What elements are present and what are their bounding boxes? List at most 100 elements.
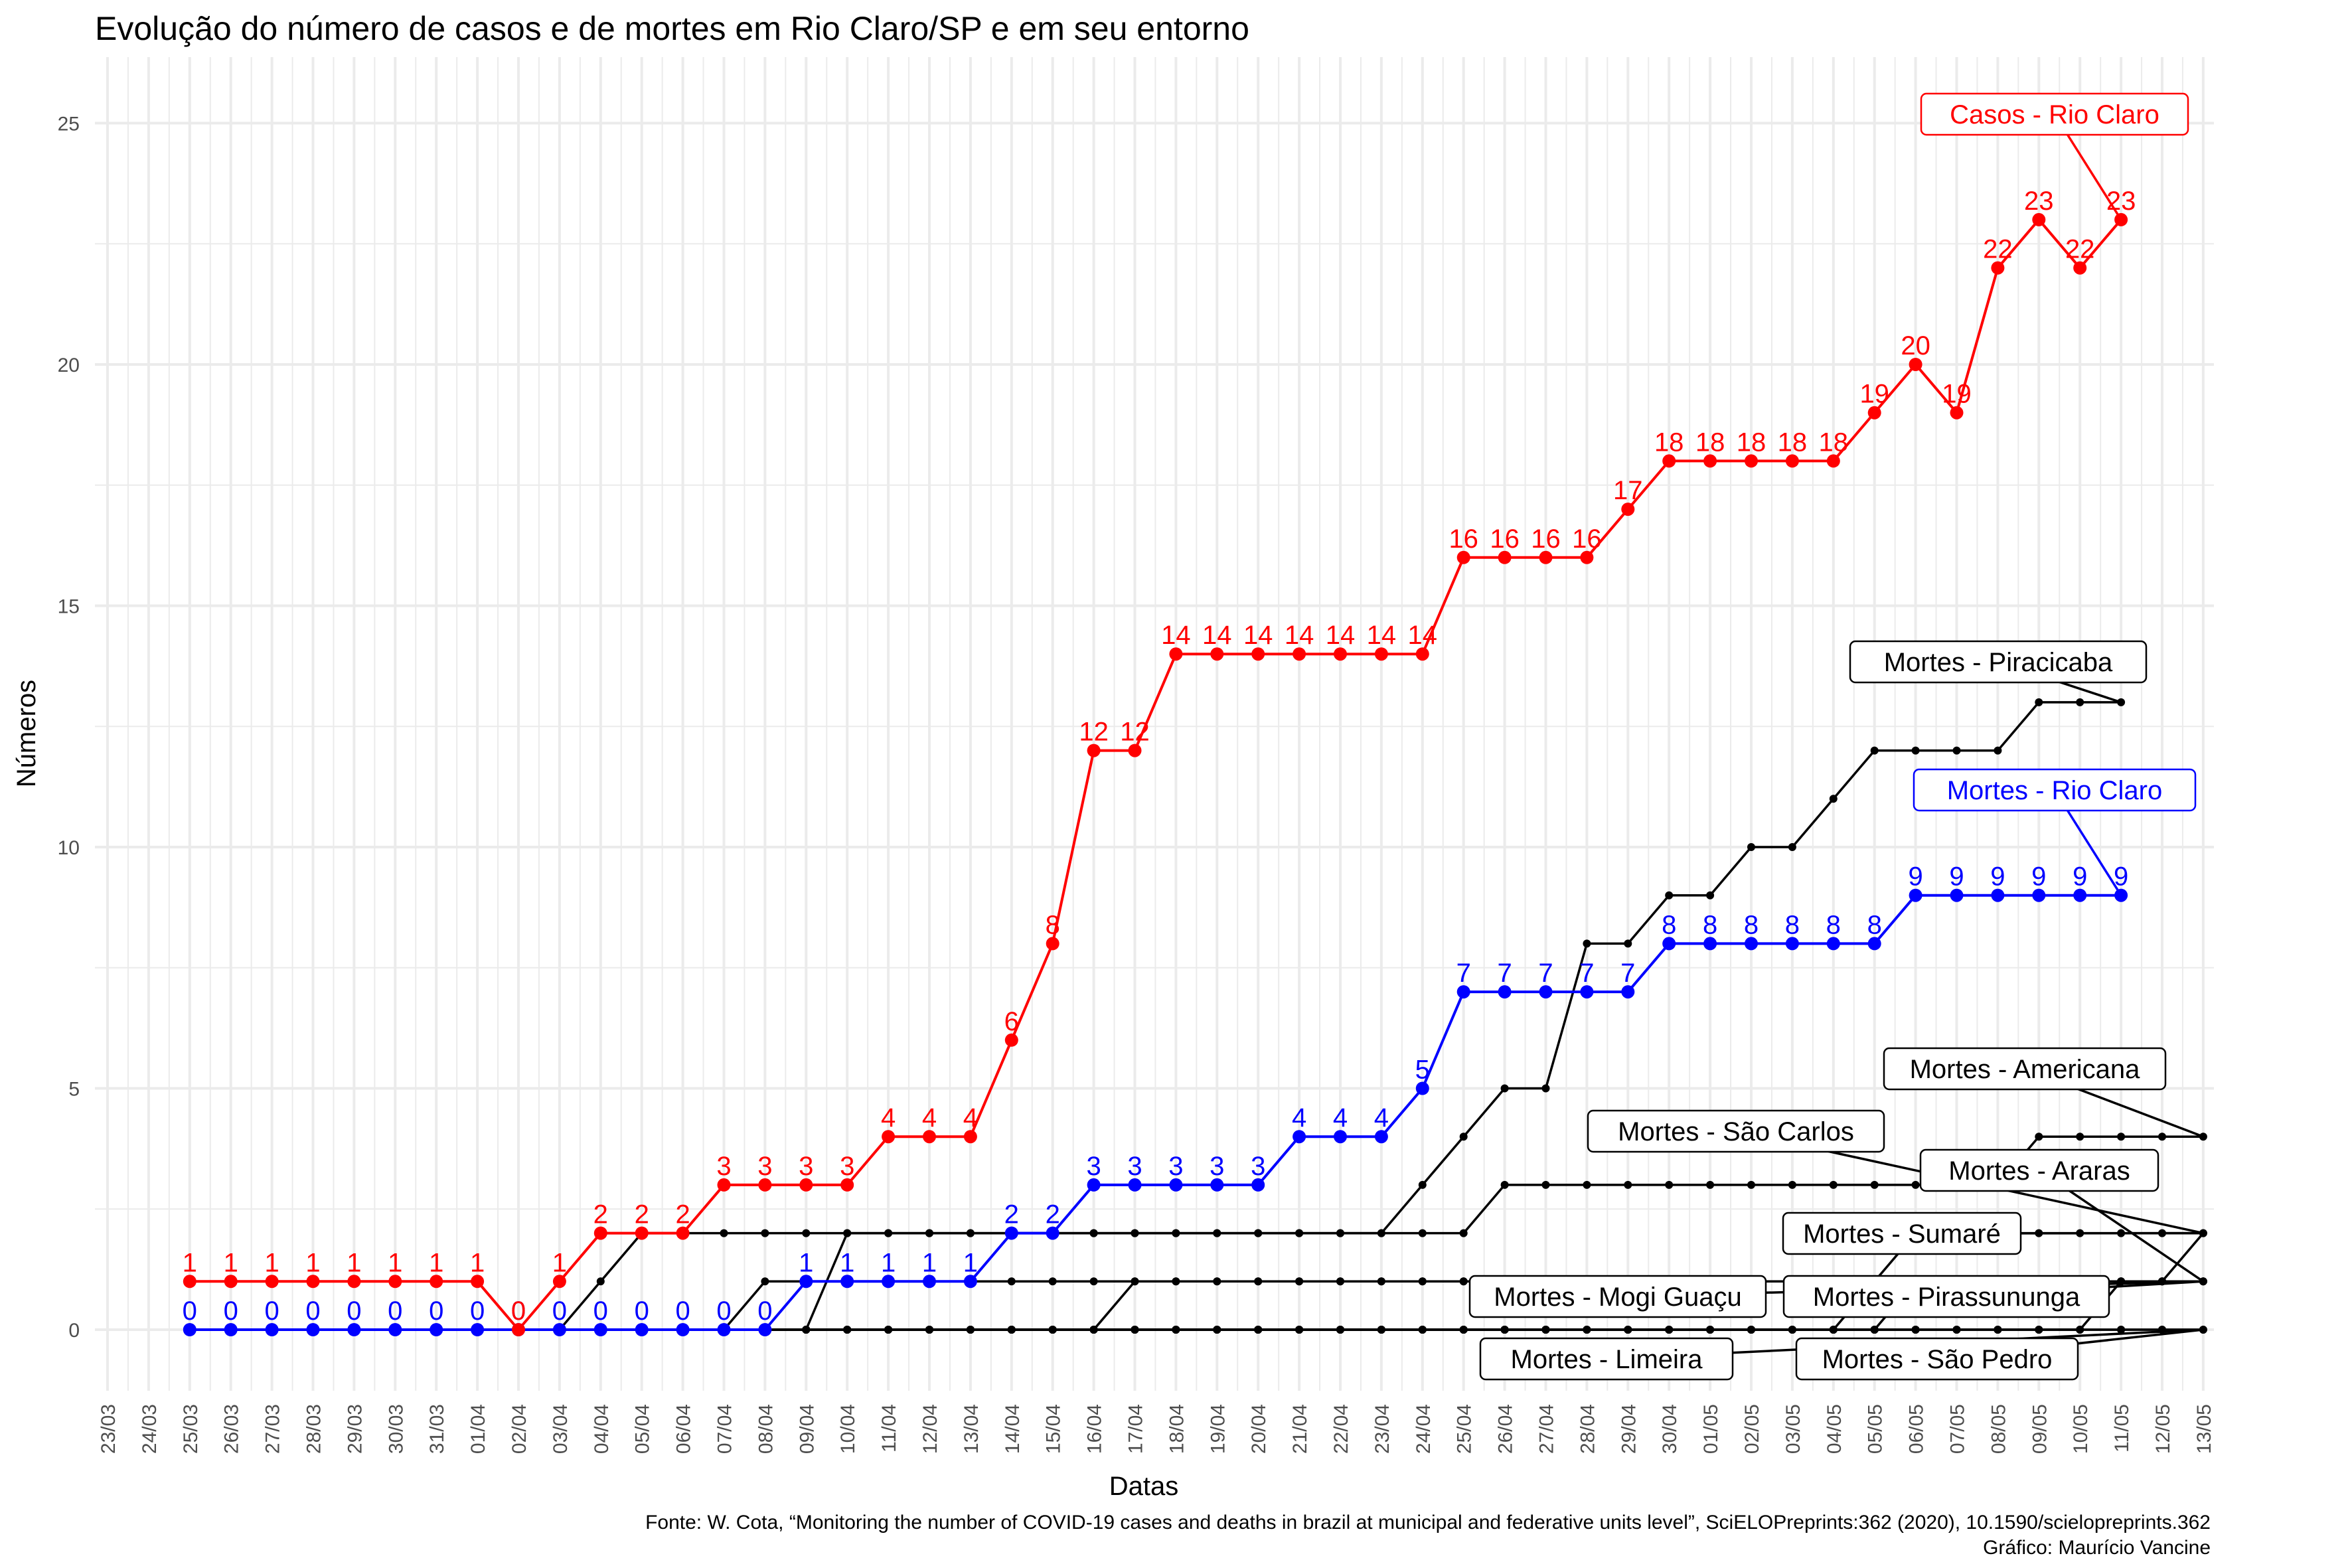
data-point-mortes-piracicaba [966, 1229, 975, 1237]
label-text: Mortes - São Carlos [1618, 1117, 1854, 1146]
data-point-mortes-piracicaba [1541, 1084, 1550, 1093]
data-point-mortes-rio-claro [1662, 937, 1676, 951]
x-tick-label: 10/05 [2070, 1404, 2092, 1454]
data-point-mortes-piracicaba [1295, 1229, 1304, 1237]
x-tick-label: 18/04 [1166, 1404, 1188, 1454]
data-point-casos-rio-claro [347, 1275, 361, 1289]
data-point-mortes-piracicaba [1583, 939, 1591, 948]
data-point-casos-rio-claro [512, 1323, 525, 1336]
data-label-casos-rio-claro: 2 [593, 1200, 608, 1229]
data-point-mortes-americana [1829, 1180, 1838, 1189]
data-label-casos-rio-claro: 3 [840, 1152, 854, 1181]
data-point-mortes-piracicaba [1089, 1229, 1098, 1237]
data-label-mortes-rio-claro: 8 [1785, 910, 1800, 939]
data-point-casos-rio-claro [758, 1178, 772, 1192]
data-label-mortes-rio-claro: 9 [2073, 862, 2087, 892]
x-tick-label: 21/04 [1289, 1404, 1311, 1454]
data-point-casos-rio-claro [306, 1275, 320, 1289]
label-box [1468, 1275, 1767, 1318]
label-box [1782, 1275, 2110, 1318]
x-tick-label: 25/03 [180, 1404, 202, 1454]
data-label-casos-rio-claro: 22 [1983, 235, 2013, 264]
data-point-mortes-rio-claro [1087, 1178, 1101, 1192]
series-label-mortes-araras: Mortes - Araras [1919, 1148, 2204, 1283]
x-tick-label: 26/03 [221, 1404, 243, 1454]
data-label-mortes-rio-claro: 8 [1867, 910, 1882, 939]
data-point-mortes-sao-carlos [1213, 1277, 1221, 1286]
series-label-mortes-mogi-guacu: Mortes - Mogi Guaçu [1468, 1275, 2203, 1318]
data-label-casos-rio-claro: 14 [1161, 621, 1191, 650]
data-label-mortes-rio-claro: 0 [675, 1296, 690, 1326]
data-label-casos-rio-claro: 18 [1778, 428, 1808, 457]
data-point-mortes-piracicaba [1131, 1229, 1139, 1237]
data-point-mortes-piracicaba [1747, 843, 1755, 851]
data-point-mortes-sao-carlos [1131, 1277, 1139, 1286]
x-tick-label: 07/05 [1947, 1404, 1969, 1454]
data-point-casos-rio-claro [1210, 647, 1224, 661]
data-point-mortes-rio-claro [347, 1323, 361, 1336]
data-point-mortes-americana [1541, 1180, 1550, 1189]
label-text: Casos - Rio Claro [1950, 100, 2159, 129]
data-point-mortes-americana [1624, 1180, 1632, 1189]
x-tick-label: 30/03 [385, 1404, 407, 1454]
data-label-mortes-rio-claro: 9 [1990, 862, 2005, 892]
x-tick-label: 08/05 [1988, 1404, 2009, 1454]
data-label-mortes-rio-claro: 7 [1456, 959, 1471, 988]
grid [95, 57, 2214, 1391]
data-point-mortes-piracicaba [1500, 1084, 1509, 1093]
chart-title: Evolução do número de casos e de mortes … [95, 10, 1249, 47]
data-label-mortes-rio-claro: 7 [1579, 959, 1594, 988]
series-label-mortes-sao-pedro: Mortes - São Pedro [1795, 1328, 2204, 1381]
data-point-mortes-piracicaba [1911, 746, 1920, 755]
data-point-mortes-rio-claro [635, 1323, 649, 1336]
data-point-casos-rio-claro [1539, 550, 1553, 564]
data-point-mortes-sumare [1665, 1326, 1674, 1334]
x-tick-label: 22/04 [1330, 1404, 1352, 1454]
data-point-casos-rio-claro [430, 1275, 443, 1289]
label-box [1587, 1109, 1885, 1153]
data-point-casos-rio-claro [1826, 454, 1840, 468]
data-point-mortes-sao-carlos [1007, 1277, 1016, 1286]
data-point-mortes-rio-claro [183, 1323, 196, 1336]
x-tick-label: 07/04 [714, 1404, 736, 1454]
x-tick-label: 09/05 [2029, 1404, 2051, 1454]
data-point-mortes-piracicaba [843, 1229, 852, 1237]
data-point-mortes-sao-carlos [1254, 1277, 1263, 1286]
data-label-casos-rio-claro: 16 [1490, 524, 1520, 554]
data-point-mortes-americana [1706, 1180, 1715, 1189]
data-point-mortes-americana [2076, 1133, 2084, 1141]
data-label-casos-rio-claro: 16 [1531, 524, 1561, 554]
data-label-casos-rio-claro: 14 [1367, 621, 1397, 650]
data-label-casos-rio-claro: 19 [1859, 380, 1889, 409]
label-text: Mortes - Limeira [1511, 1345, 1703, 1374]
data-point-mortes-rio-claro [1004, 1226, 1018, 1240]
data-point-casos-rio-claro [717, 1178, 731, 1192]
data-label-casos-rio-claro: 2 [635, 1200, 649, 1229]
data-point-casos-rio-claro [1004, 1033, 1018, 1047]
data-point-mortes-sumare [1418, 1326, 1427, 1334]
x-tick-label: 06/04 [673, 1404, 695, 1454]
data-point-mortes-rio-claro [2032, 888, 2046, 902]
data-point-casos-rio-claro [552, 1275, 566, 1289]
data-point-mortes-piracicaba [596, 1277, 605, 1286]
data-point-casos-rio-claro [471, 1275, 485, 1289]
data-point-mortes-piracicaba [802, 1229, 811, 1237]
data-label-mortes-rio-claro: 3 [1210, 1152, 1224, 1181]
data-label-mortes-rio-claro: 1 [799, 1248, 813, 1277]
data-point-mortes-pirassununga [2076, 1326, 2084, 1334]
y-tick-label: 25 [58, 114, 80, 135]
data-point-mortes-americana [802, 1326, 811, 1334]
data-point-mortes-pirassununga [1911, 1326, 1920, 1334]
data-label-mortes-rio-claro: 2 [1004, 1200, 1019, 1229]
data-point-mortes-rio-claro [1950, 888, 1964, 902]
data-label-mortes-rio-claro: 5 [1415, 1056, 1430, 1085]
data-point-mortes-sao-carlos [761, 1277, 769, 1286]
data-label-casos-rio-claro: 23 [2106, 187, 2136, 216]
data-point-casos-rio-claro [1334, 647, 1347, 661]
data-point-mortes-rio-claro [2073, 888, 2087, 902]
data-point-casos-rio-claro [1950, 406, 1964, 420]
data-point-mortes-americana [1911, 1180, 1920, 1189]
data-label-casos-rio-claro: 1 [388, 1248, 402, 1277]
data-point-mortes-rio-claro [1745, 937, 1758, 951]
data-label-mortes-rio-claro: 9 [1949, 862, 1964, 892]
